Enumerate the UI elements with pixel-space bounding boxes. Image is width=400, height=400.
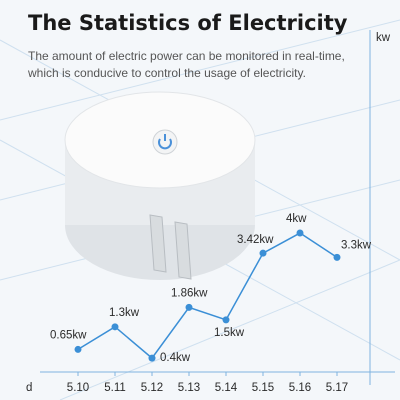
data-label: 1.5kw	[214, 327, 245, 339]
data-point	[148, 354, 156, 362]
x-tick-label: 5.14	[215, 382, 238, 394]
y-axis-label: kw	[376, 32, 391, 44]
x-tick-label: 5.16	[289, 382, 311, 394]
data-point	[296, 229, 304, 237]
data-label: 4kw	[286, 213, 307, 225]
x-tick-label: 5.13	[178, 382, 200, 394]
x-tick-label: 5.10	[67, 382, 89, 394]
subtitle: which is conducive to control the usage …	[27, 66, 306, 80]
line	[77, 232, 338, 360]
chart-title: The Statistics of Electricity	[28, 11, 348, 35]
x-tick-label: 5.15	[252, 382, 274, 394]
x-tick-label: 5.11	[104, 382, 126, 394]
data-label: 0.65kw	[50, 329, 87, 341]
x-axis-label: d	[26, 382, 32, 394]
data-point	[259, 249, 267, 257]
smart-plug	[64, 91, 256, 280]
data-label: 0.4kw	[160, 352, 191, 364]
x-tick-label: 5.17	[326, 382, 348, 394]
data-label: 1.3kw	[109, 307, 140, 319]
x-tick-label: 5.12	[141, 382, 163, 394]
data-point	[222, 316, 230, 324]
data-point	[333, 253, 341, 261]
data-label: 3.42kw	[237, 234, 274, 246]
data-point	[74, 345, 82, 353]
data-label: 3.3kw	[341, 239, 372, 251]
subtitle: The amount of electric power can be moni…	[28, 49, 345, 63]
data-point	[111, 323, 119, 331]
data-label: 1.86kw	[171, 287, 208, 299]
data-point	[185, 303, 193, 311]
